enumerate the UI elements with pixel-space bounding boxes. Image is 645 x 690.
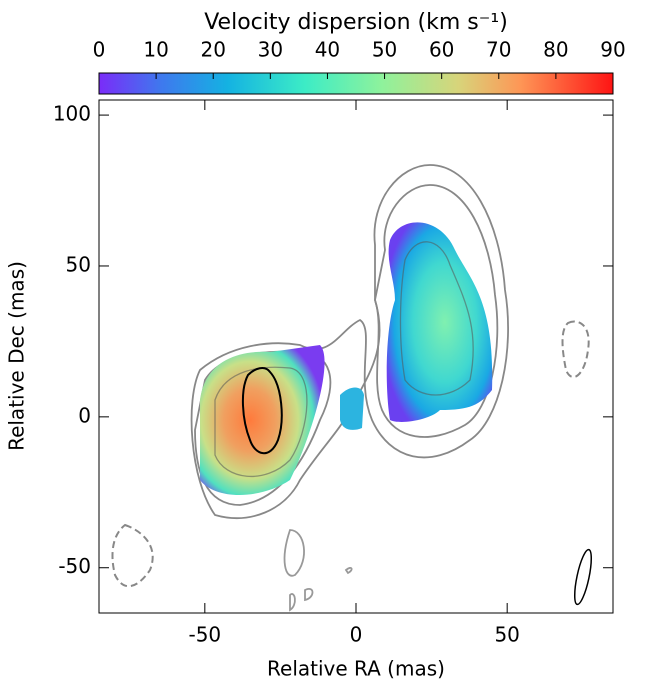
y-tick-label: 100	[53, 102, 91, 126]
colorbar-tick-label: 0	[93, 38, 106, 62]
x-tick-label: 50	[494, 623, 519, 647]
y-axis-label: Relative Dec (mas)	[5, 261, 29, 451]
colorbar-tick-label: 50	[372, 38, 397, 62]
x-tick-label: 0	[350, 623, 363, 647]
y-tick-label: 0	[78, 403, 91, 427]
y-tick-label: -50	[58, 554, 91, 578]
colorbar-tick-label: 20	[200, 38, 225, 62]
colorbar-tick-label: 40	[315, 38, 340, 62]
colorbar-tick-label: 90	[600, 38, 625, 62]
colorbar-label: Velocity dispersion (km s⁻¹)	[204, 10, 508, 35]
plot-frame	[98, 99, 614, 614]
colorbar-tick-label: 70	[486, 38, 511, 62]
colorbar-tick-label: 60	[429, 38, 454, 62]
colorbar-tick-label: 30	[258, 38, 283, 62]
colorbar-tick-label: 10	[143, 38, 168, 62]
colorbar-tick-label: 80	[543, 38, 568, 62]
y-tick-label: 50	[66, 252, 91, 276]
x-axis-label: Relative RA (mas)	[267, 657, 445, 681]
colorbar	[98, 72, 614, 95]
x-tick-label: -50	[188, 623, 221, 647]
map	[111, 164, 593, 612]
